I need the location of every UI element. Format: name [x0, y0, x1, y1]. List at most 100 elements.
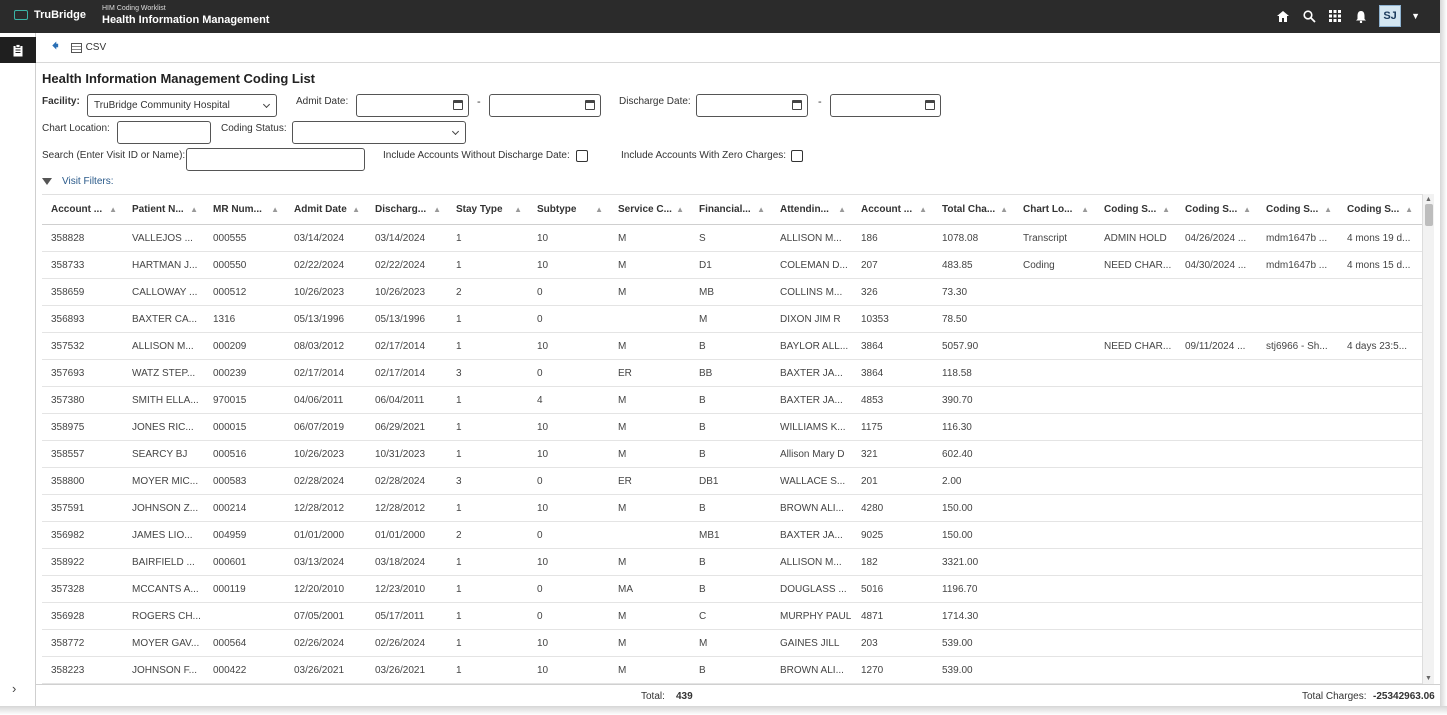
scroll-down-icon[interactable]: ▼ — [1425, 675, 1432, 682]
table-row[interactable]: 358828 VALLEJOS ... 000555 03/14/2024 03/14/… — [42, 225, 1422, 252]
table-row[interactable]: 358223 JOHNSON F... 000422 03/26/2021 03/26/… — [42, 657, 1422, 684]
table-cell: 10/26/2023 — [294, 286, 345, 298]
table-cell: 10 — [537, 502, 549, 514]
table-row[interactable]: 357328 MCCANTS A... 000119 12/20/2010 12/23/… — [42, 576, 1422, 603]
admit-date-to-input[interactable] — [489, 94, 601, 117]
user-avatar[interactable]: SJ — [1379, 5, 1402, 27]
sort-icon[interactable]: ▲ — [352, 205, 360, 214]
admit-date-from-input[interactable] — [356, 94, 469, 117]
column-header[interactable]: Account ... ▲ — [852, 195, 933, 224]
table-row[interactable]: 358772 MOYER GAV... 000564 02/26/2024 02/26/… — [42, 630, 1422, 657]
table-row[interactable]: 357380 SMITH ELLA... 970015 04/06/2011 06/04… — [42, 387, 1422, 414]
include-zero-charges-checkbox[interactable] — [791, 150, 803, 162]
discharge-date-to-input[interactable] — [830, 94, 941, 117]
column-header[interactable]: Attendin... ▲ — [771, 195, 852, 224]
table-cell: MURPHY PAUL — [780, 610, 852, 622]
table-row[interactable]: 356928 ROGERS CH... 07/05/2001 05/17/2011 1 0… — [42, 603, 1422, 630]
discharge-to-calendar-icon[interactable] — [925, 100, 935, 110]
column-header[interactable]: Total Cha... ▲ — [933, 195, 1014, 224]
sort-icon[interactable]: ▲ — [595, 205, 603, 214]
column-header[interactable]: Chart Lo... ▲ — [1014, 195, 1095, 224]
sort-icon[interactable]: ▲ — [676, 205, 684, 214]
table-row[interactable]: 358975 JONES RIC... 000015 06/07/2019 06/29/… — [42, 414, 1422, 441]
include-no-discharge-checkbox[interactable] — [576, 150, 588, 162]
sort-icon[interactable]: ▲ — [1162, 205, 1170, 214]
table-cell: 358557 — [51, 448, 85, 460]
discharge-date-from-input[interactable] — [696, 94, 808, 117]
facility-select[interactable]: TruBridge Community Hospital — [87, 94, 277, 117]
table-row[interactable]: 357693 WATZ STEP... 000239 02/17/2014 02/17/… — [42, 360, 1422, 387]
brand[interactable]: TruBridge — [14, 9, 86, 21]
column-header[interactable]: Service C... ▲ — [609, 195, 690, 224]
table-cell: 358659 — [51, 286, 85, 298]
sort-icon[interactable]: ▲ — [757, 205, 765, 214]
worklist-nav-button[interactable] — [0, 37, 36, 63]
sort-icon[interactable]: ▲ — [838, 205, 846, 214]
scrollbar-thumb[interactable] — [1425, 204, 1433, 226]
back-arrow-icon[interactable]: 🠸 — [52, 37, 59, 53]
table-row[interactable]: 358659 CALLOWAY ... 000512 10/26/2023 10/26/… — [42, 279, 1422, 306]
search-icon[interactable] — [1301, 8, 1317, 24]
column-header[interactable]: Discharg... ▲ — [366, 195, 447, 224]
table-row[interactable]: 357532 ALLISON M... 000209 08/03/2012 02/17/… — [42, 333, 1422, 360]
column-header[interactable]: Coding S... ▲ — [1257, 195, 1338, 224]
table-cell: 5057.90 — [942, 340, 979, 352]
table-cell: JAMES LIO... — [132, 529, 193, 541]
table-row[interactable]: 358800 MOYER MIC... 000583 02/28/2024 02/28/… — [42, 468, 1422, 495]
sort-icon[interactable]: ▲ — [433, 205, 441, 214]
column-header[interactable]: Coding S... ▲ — [1095, 195, 1176, 224]
sort-icon[interactable]: ▲ — [190, 205, 198, 214]
sort-icon[interactable]: ▲ — [1405, 205, 1413, 214]
table-row[interactable]: 357591 JOHNSON Z... 000214 12/28/2012 12/28/… — [42, 495, 1422, 522]
sort-icon[interactable]: ▲ — [514, 205, 522, 214]
chart-location-input[interactable] — [117, 121, 211, 144]
sort-icon[interactable]: ▲ — [1000, 205, 1008, 214]
column-header[interactable]: Stay Type ▲ — [447, 195, 528, 224]
table-cell — [1338, 441, 1419, 467]
csv-export-button[interactable]: CSV — [70, 42, 106, 53]
column-header[interactable]: Account ... ▲ — [42, 195, 123, 224]
column-header[interactable]: Patient N... ▲ — [123, 195, 204, 224]
bell-icon[interactable] — [1353, 8, 1369, 24]
sort-icon[interactable]: ▲ — [109, 205, 117, 214]
apps-grid-icon[interactable] — [1327, 8, 1343, 24]
scroll-up-icon[interactable]: ▲ — [1425, 196, 1432, 203]
table-row[interactable]: 358557 SEARCY BJ 000516 10/26/2023 10/31/202… — [42, 441, 1422, 468]
user-menu-chevron-down-icon[interactable]: ▼ — [1411, 11, 1420, 21]
column-header[interactable]: Coding S... ▲ — [1176, 195, 1257, 224]
table-cell — [1176, 630, 1257, 656]
table-cell — [1095, 549, 1176, 575]
table-cell — [1257, 603, 1338, 629]
admit-from-calendar-icon[interactable] — [453, 100, 463, 110]
table-cell: 73.30 — [942, 286, 968, 298]
table-cell: 05/13/1996 — [375, 313, 426, 325]
table-row[interactable]: 356893 BAXTER CA... 1316 05/13/1996 05/13/19… — [42, 306, 1422, 333]
table-cell: 1 — [456, 448, 462, 460]
sort-icon[interactable]: ▲ — [1243, 205, 1251, 214]
sort-icon[interactable]: ▲ — [1081, 205, 1089, 214]
table-row[interactable]: 356982 JAMES LIO... 004959 01/01/2000 01/01/… — [42, 522, 1422, 549]
sort-icon[interactable]: ▲ — [271, 205, 279, 214]
column-header[interactable]: Financial... ▲ — [690, 195, 771, 224]
table-row[interactable]: 358733 HARTMAN J... 000550 02/22/2024 02/22/… — [42, 252, 1422, 279]
sort-icon[interactable]: ▲ — [919, 205, 927, 214]
table-cell — [1338, 495, 1419, 521]
table-cell: 358223 — [51, 664, 85, 676]
column-header[interactable]: Admit Date ▲ — [285, 195, 366, 224]
table-cell: M — [618, 448, 627, 460]
table-cell — [1014, 630, 1095, 656]
coding-status-select[interactable] — [292, 121, 466, 144]
discharge-from-calendar-icon[interactable] — [792, 100, 802, 110]
admit-to-calendar-icon[interactable] — [585, 100, 595, 110]
table-row[interactable]: 358922 BAIRFIELD ... 000601 03/13/2024 03/18… — [42, 549, 1422, 576]
table-cell: 04/30/2024 ... — [1185, 259, 1247, 271]
expand-rail-chevron-right-icon[interactable]: › — [12, 681, 17, 696]
home-icon[interactable] — [1275, 8, 1291, 24]
grid-vertical-scrollbar[interactable]: ▲ ▼ — [1422, 194, 1434, 684]
sort-icon[interactable]: ▲ — [1324, 205, 1332, 214]
column-header[interactable]: MR Num... ▲ — [204, 195, 285, 224]
search-input[interactable] — [186, 148, 365, 171]
column-header[interactable]: Coding S... ▲ — [1338, 195, 1419, 224]
column-header[interactable]: Subtype ▲ — [528, 195, 609, 224]
visit-filters-toggle[interactable]: Visit Filters: — [42, 176, 114, 187]
